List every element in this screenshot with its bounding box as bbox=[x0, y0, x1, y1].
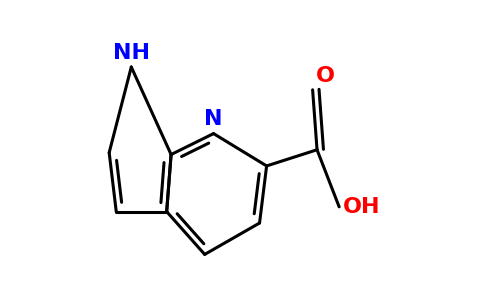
Text: OH: OH bbox=[343, 197, 380, 217]
Text: O: O bbox=[316, 66, 335, 86]
Text: N: N bbox=[204, 109, 223, 129]
Text: NH: NH bbox=[113, 43, 150, 63]
